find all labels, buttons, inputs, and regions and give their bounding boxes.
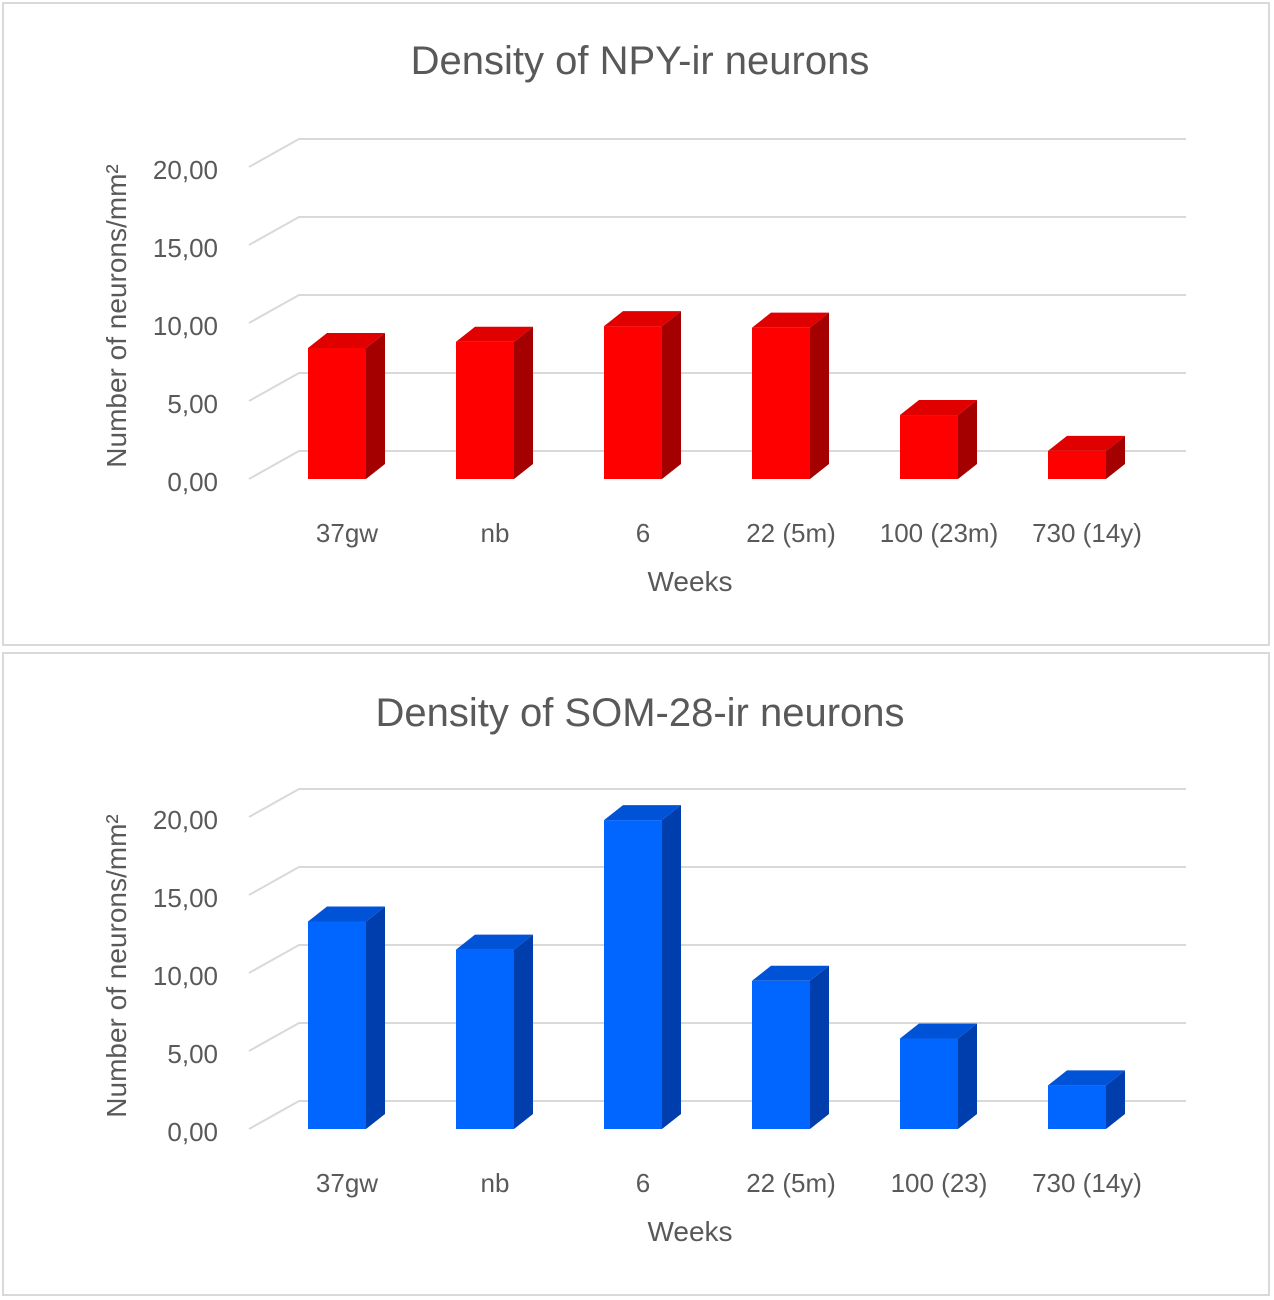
x-tick-label: 22 (5m)	[746, 518, 836, 548]
chart-title: Density of SOM-28-ir neurons	[375, 691, 904, 735]
x-tick-label: 6	[636, 518, 650, 548]
bar	[308, 906, 385, 1129]
y-axis-title: Number of neurons/mm²	[101, 164, 132, 467]
bar	[900, 400, 977, 479]
bar-side	[958, 1023, 977, 1129]
bar-side	[514, 326, 533, 479]
bar-top	[456, 326, 533, 342]
bar-top	[456, 934, 533, 950]
x-axis-ticks: 37gw nb 6 22 (5m) 100 (23m) 730 (14y)	[316, 518, 1142, 548]
bar-side	[810, 312, 829, 479]
bar	[752, 965, 829, 1129]
bar-front	[456, 949, 514, 1129]
bar-front	[900, 415, 958, 479]
x-tick-label: 100 (23m)	[880, 518, 999, 548]
gridline	[248, 1100, 1186, 1130]
som-chart: Density of SOM-28-ir neurons 0,00 5,00 10,…	[101, 691, 1186, 1247]
gridline	[248, 788, 1186, 818]
y-tick-label: 20,00	[153, 805, 218, 835]
gridlines	[248, 788, 1186, 1130]
x-tick-label: nb	[481, 518, 510, 548]
bar-front	[752, 327, 810, 479]
x-tick-label: 100 (23)	[891, 1168, 988, 1198]
npy-chart: Density of NPY-ir neurons 0,00 5,00 10,00 1…	[101, 39, 1186, 597]
bar-side	[958, 400, 977, 479]
bar	[308, 332, 385, 479]
gridline	[248, 372, 1186, 402]
bar	[456, 934, 533, 1129]
bar	[604, 311, 681, 479]
bar-front	[1048, 450, 1106, 479]
x-tick-label: 37gw	[316, 1168, 378, 1198]
x-tick-label: 22 (5m)	[746, 1168, 836, 1198]
bar-front	[1048, 1085, 1106, 1129]
gridlines	[248, 138, 1186, 480]
bar-front	[308, 347, 366, 479]
y-axis-title: Number of neurons/mm²	[101, 814, 132, 1117]
y-tick-label: 10,00	[153, 311, 218, 341]
bar-top	[308, 906, 385, 922]
x-tick-label: nb	[481, 1168, 510, 1198]
gridline	[248, 216, 1186, 246]
bar-top	[604, 311, 681, 327]
y-axis-ticks: 0,00 5,00 10,00 15,00 20,00	[153, 155, 218, 497]
bar-side	[514, 934, 533, 1129]
x-axis-title: Weeks	[647, 566, 732, 597]
x-axis-ticks: 37gw nb 6 22 (5m) 100 (23) 730 (14y)	[316, 1168, 1142, 1198]
y-tick-label: 15,00	[153, 233, 218, 263]
chart-title: Density of NPY-ir neurons	[411, 39, 870, 83]
bar-top	[900, 1023, 977, 1039]
x-tick-label: 730 (14y)	[1032, 1168, 1142, 1198]
x-axis-title: Weeks	[647, 1216, 732, 1247]
bar-top	[900, 400, 977, 416]
bar-front	[604, 820, 662, 1129]
gridline	[248, 450, 1186, 480]
gridline	[248, 138, 1186, 168]
y-tick-label: 0,00	[167, 467, 218, 497]
bar	[1048, 1070, 1125, 1129]
npy-chart-panel: Density of NPY-ir neurons 0,00 5,00 10,00 1…	[2, 2, 1270, 646]
y-tick-label: 20,00	[153, 155, 218, 185]
bar-top	[604, 805, 681, 821]
y-tick-label: 15,00	[153, 883, 218, 913]
bar-top	[308, 332, 385, 348]
gridline	[248, 1022, 1186, 1052]
bars	[308, 311, 1125, 479]
y-tick-label: 5,00	[167, 389, 218, 419]
bar	[604, 805, 681, 1129]
bar-front	[604, 326, 662, 479]
bar-side	[366, 906, 385, 1129]
bars	[308, 805, 1125, 1129]
bar-front	[900, 1038, 958, 1129]
bar-side	[662, 805, 681, 1129]
bar	[456, 326, 533, 479]
bar-top	[1048, 435, 1125, 451]
gridline	[248, 944, 1186, 974]
y-tick-label: 5,00	[167, 1039, 218, 1069]
bar-side	[366, 332, 385, 479]
bar-front	[456, 341, 514, 479]
bar	[752, 312, 829, 479]
x-tick-label: 6	[636, 1168, 650, 1198]
bar-side	[810, 965, 829, 1129]
y-tick-label: 0,00	[167, 1117, 218, 1147]
x-tick-label: 37gw	[316, 518, 378, 548]
gridline	[248, 866, 1186, 896]
gridline	[248, 294, 1186, 324]
bar-side	[662, 311, 681, 479]
bar-side	[1106, 435, 1125, 479]
bar-top	[1048, 1070, 1125, 1086]
bar-top	[752, 965, 829, 981]
x-tick-label: 730 (14y)	[1032, 518, 1142, 548]
y-tick-label: 10,00	[153, 961, 218, 991]
bar-side	[1106, 1070, 1125, 1129]
bar	[900, 1023, 977, 1129]
bar	[1048, 435, 1125, 479]
bar-top	[752, 312, 829, 328]
bar-front	[752, 980, 810, 1129]
bar-front	[308, 921, 366, 1129]
y-axis-ticks: 0,00 5,00 10,00 15,00 20,00	[153, 805, 218, 1147]
som-chart-panel: Density of SOM-28-ir neurons 0,00 5,00 10,…	[2, 652, 1270, 1296]
